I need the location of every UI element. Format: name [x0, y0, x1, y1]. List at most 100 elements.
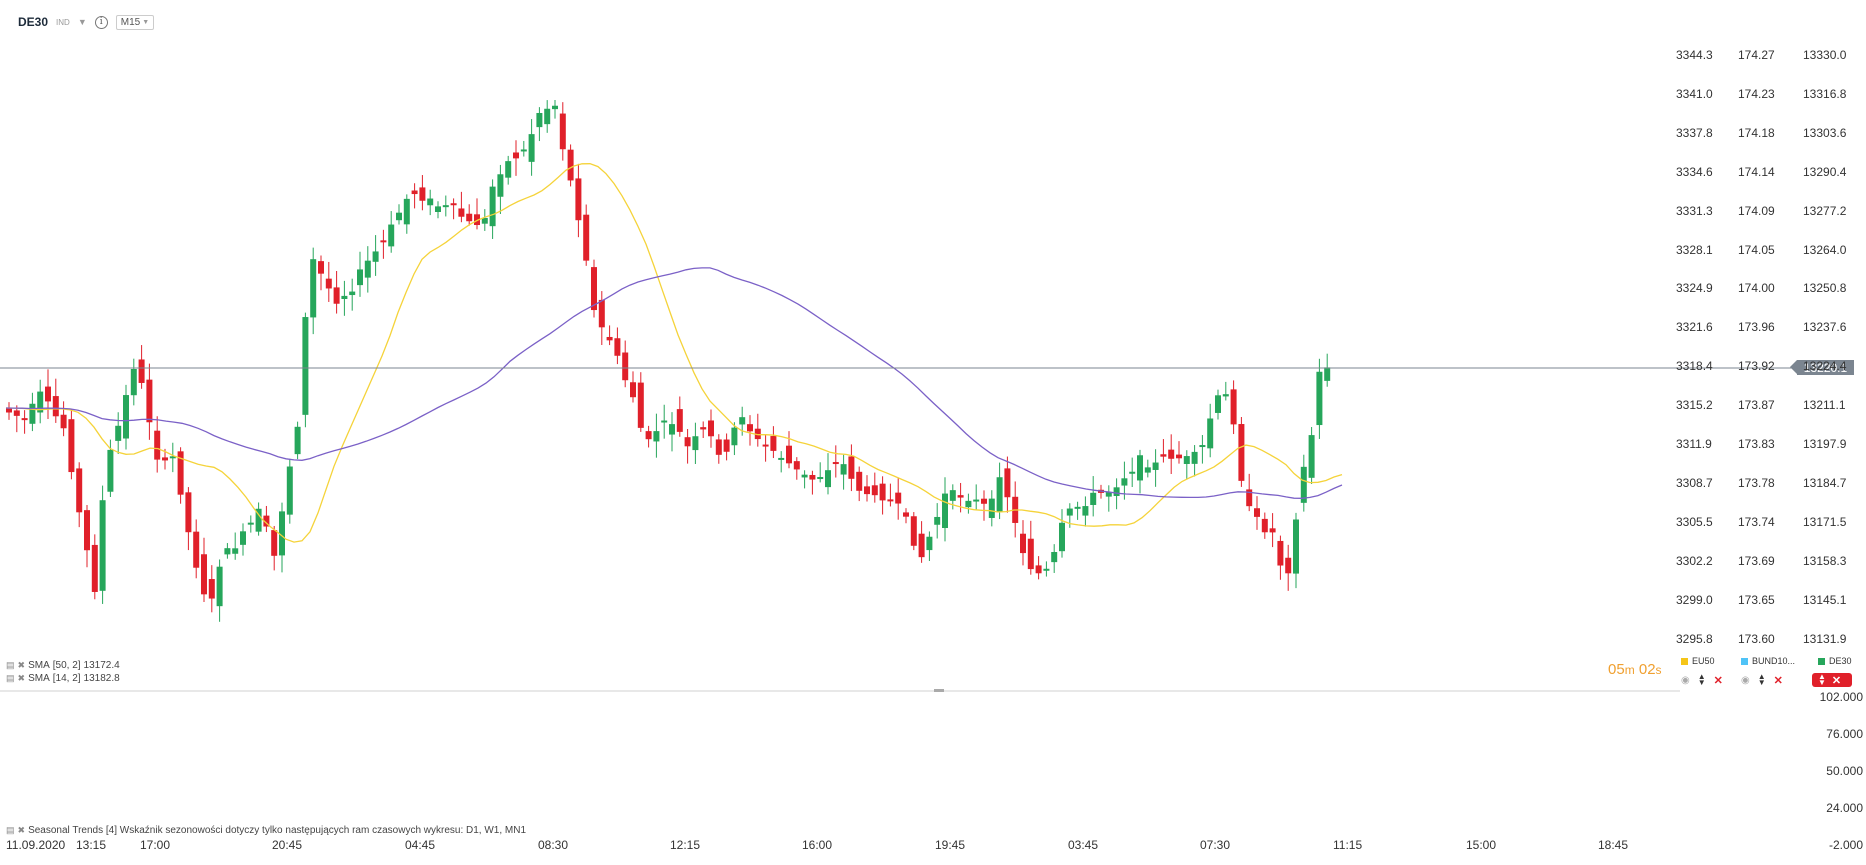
candle-up: [669, 424, 675, 435]
scale-tick: 3295.8: [1676, 631, 1713, 646]
legend-params: [50, 2]: [52, 660, 81, 671]
sma-50-line: [5, 267, 1343, 499]
scale-tick: 3305.5: [1676, 514, 1713, 529]
candle-up: [552, 105, 558, 110]
candle-up: [926, 536, 933, 551]
candle-down: [138, 359, 145, 383]
legend-sma-14[interactable]: ▤ ✖ SMA [14, 2] 13182.8: [6, 672, 120, 685]
time-tick: 12:15: [670, 838, 701, 852]
close-icon[interactable]: ✕: [1713, 674, 1723, 687]
candle-down: [903, 512, 909, 517]
candle-up: [372, 251, 379, 262]
candle-down: [793, 461, 800, 470]
candle-down: [918, 533, 925, 558]
timeframe-select[interactable]: M15 ▼: [115, 14, 155, 30]
seasonal-trends-legend[interactable]: ▤ ✖ Seasonal Trends [4] Wskaźnik sezonow…: [6, 825, 526, 836]
seasonal-text: Seasonal Trends [4] Wskaźnik sezonowości…: [28, 825, 527, 836]
candle-up: [403, 198, 410, 225]
time-tick: 13:15: [76, 838, 107, 852]
candle-up: [99, 500, 106, 591]
candle-down: [419, 187, 426, 201]
instrument-eu50: EU50 ◉ ▲ ▼ ✕: [1681, 655, 1723, 687]
primary-price-scale[interactable]: 13330.0 13316.8 13303.6 13290.4 13277.2 13264…: [1803, 0, 1863, 646]
candle-down: [1168, 449, 1175, 459]
scale-tick: 3311.9: [1676, 437, 1712, 451]
bund-price-scale[interactable]: 174.27 174.23 174.18 174.14 174.09 174.05 174.…: [1738, 0, 1788, 646]
reorder-icon[interactable]: ▲ ▼: [1757, 672, 1766, 687]
candle-down: [676, 409, 683, 432]
candle-down: [1230, 389, 1237, 425]
candle-down: [333, 287, 340, 304]
scale-tick: 173.69: [1738, 553, 1775, 568]
time-axis[interactable]: 11.09.2020 13:15 17:00 20:45 04:45 08:30 12:15…: [0, 838, 1866, 858]
candle-down: [1246, 489, 1253, 507]
candle-down: [1277, 540, 1284, 566]
scale-tick: 13330.0: [1803, 48, 1847, 62]
settings-icon[interactable]: ▤: [6, 825, 15, 835]
candle-up: [107, 449, 114, 492]
info-icon[interactable]: i: [94, 15, 108, 29]
candle-down: [747, 424, 753, 432]
candle-up: [396, 212, 402, 221]
candle-down: [575, 178, 582, 221]
candle-down: [684, 437, 691, 447]
reorder-icon[interactable]: ▲ ▼: [1697, 672, 1706, 687]
instrument-name: DE30: [1829, 656, 1852, 666]
close-icon[interactable]: ✕: [1773, 674, 1783, 687]
candle-down: [715, 439, 722, 455]
candle-up: [357, 269, 363, 286]
candle-down: [630, 382, 636, 398]
scale-tick: 13237.6: [1803, 320, 1847, 335]
scale-tick: 13145.1: [1803, 592, 1847, 607]
eu50-price-scale[interactable]: 3344.3 3341.0 3337.8 3334.6 3331.3 3328.1 3324…: [1676, 0, 1726, 646]
scale-tick: 13290.4: [1803, 164, 1847, 179]
scale-tick: 13131.9: [1803, 631, 1847, 646]
candle-up: [123, 395, 129, 439]
instrument-de30: DE30 ▲ ▼ ✕: [1812, 655, 1852, 687]
candle-up: [1066, 508, 1073, 516]
legend-sma-50[interactable]: ▤ ✖ SMA [50, 2] 13172.4: [6, 659, 120, 672]
candle-down: [622, 352, 629, 381]
time-tick: 15:00: [1466, 838, 1497, 852]
chevron-down-icon[interactable]: ▼: [77, 17, 87, 27]
candle-up: [341, 295, 348, 300]
candle-up: [240, 531, 246, 545]
eye-icon[interactable]: ◉: [1681, 674, 1690, 686]
candle-up: [1215, 395, 1221, 413]
scale-tick: 50.000: [1826, 764, 1863, 778]
time-tick: 03:45: [1068, 838, 1099, 852]
candle-up: [528, 134, 535, 162]
scale-tick: -2.000: [1828, 838, 1863, 852]
reorder-icon[interactable]: ▲ ▼: [1818, 672, 1826, 687]
instrument-name: BUND10...: [1752, 656, 1796, 666]
scale-tick: 3334.6: [1676, 164, 1713, 179]
candle-down: [1035, 565, 1042, 574]
scale-tick: 3308.7: [1676, 475, 1713, 490]
candle-down: [513, 152, 519, 159]
candle-up: [294, 426, 301, 455]
scale-tick: 173.92: [1738, 359, 1775, 374]
candle-down: [154, 430, 161, 460]
candle-down: [637, 382, 644, 428]
scale-tick: 3324.9: [1676, 281, 1713, 296]
candle-down: [700, 427, 707, 430]
close-icon[interactable]: ✖: [17, 660, 26, 670]
candle-down: [201, 554, 207, 595]
legend-label: SMA: [28, 673, 50, 684]
indicator-scale[interactable]: 102.000 76.000 50.000 24.000 -2.000: [1803, 680, 1863, 852]
close-icon[interactable]: ✖: [17, 673, 26, 683]
candle-up: [255, 508, 262, 532]
close-icon[interactable]: ✖: [17, 825, 26, 835]
time-tick: 20:45: [272, 838, 303, 852]
current-price-tag: 13220.1: [1790, 360, 1854, 375]
symbol-name[interactable]: DE30: [18, 15, 49, 29]
close-icon[interactable]: ✕: [1831, 674, 1842, 687]
eye-icon[interactable]: ◉: [1741, 674, 1750, 686]
de30-color-swatch: [1818, 657, 1825, 665]
settings-icon[interactable]: ▤: [6, 660, 15, 670]
candle-down: [263, 515, 270, 527]
settings-icon[interactable]: ▤: [6, 673, 15, 683]
candle-down: [458, 208, 465, 217]
candle-down: [645, 431, 652, 440]
